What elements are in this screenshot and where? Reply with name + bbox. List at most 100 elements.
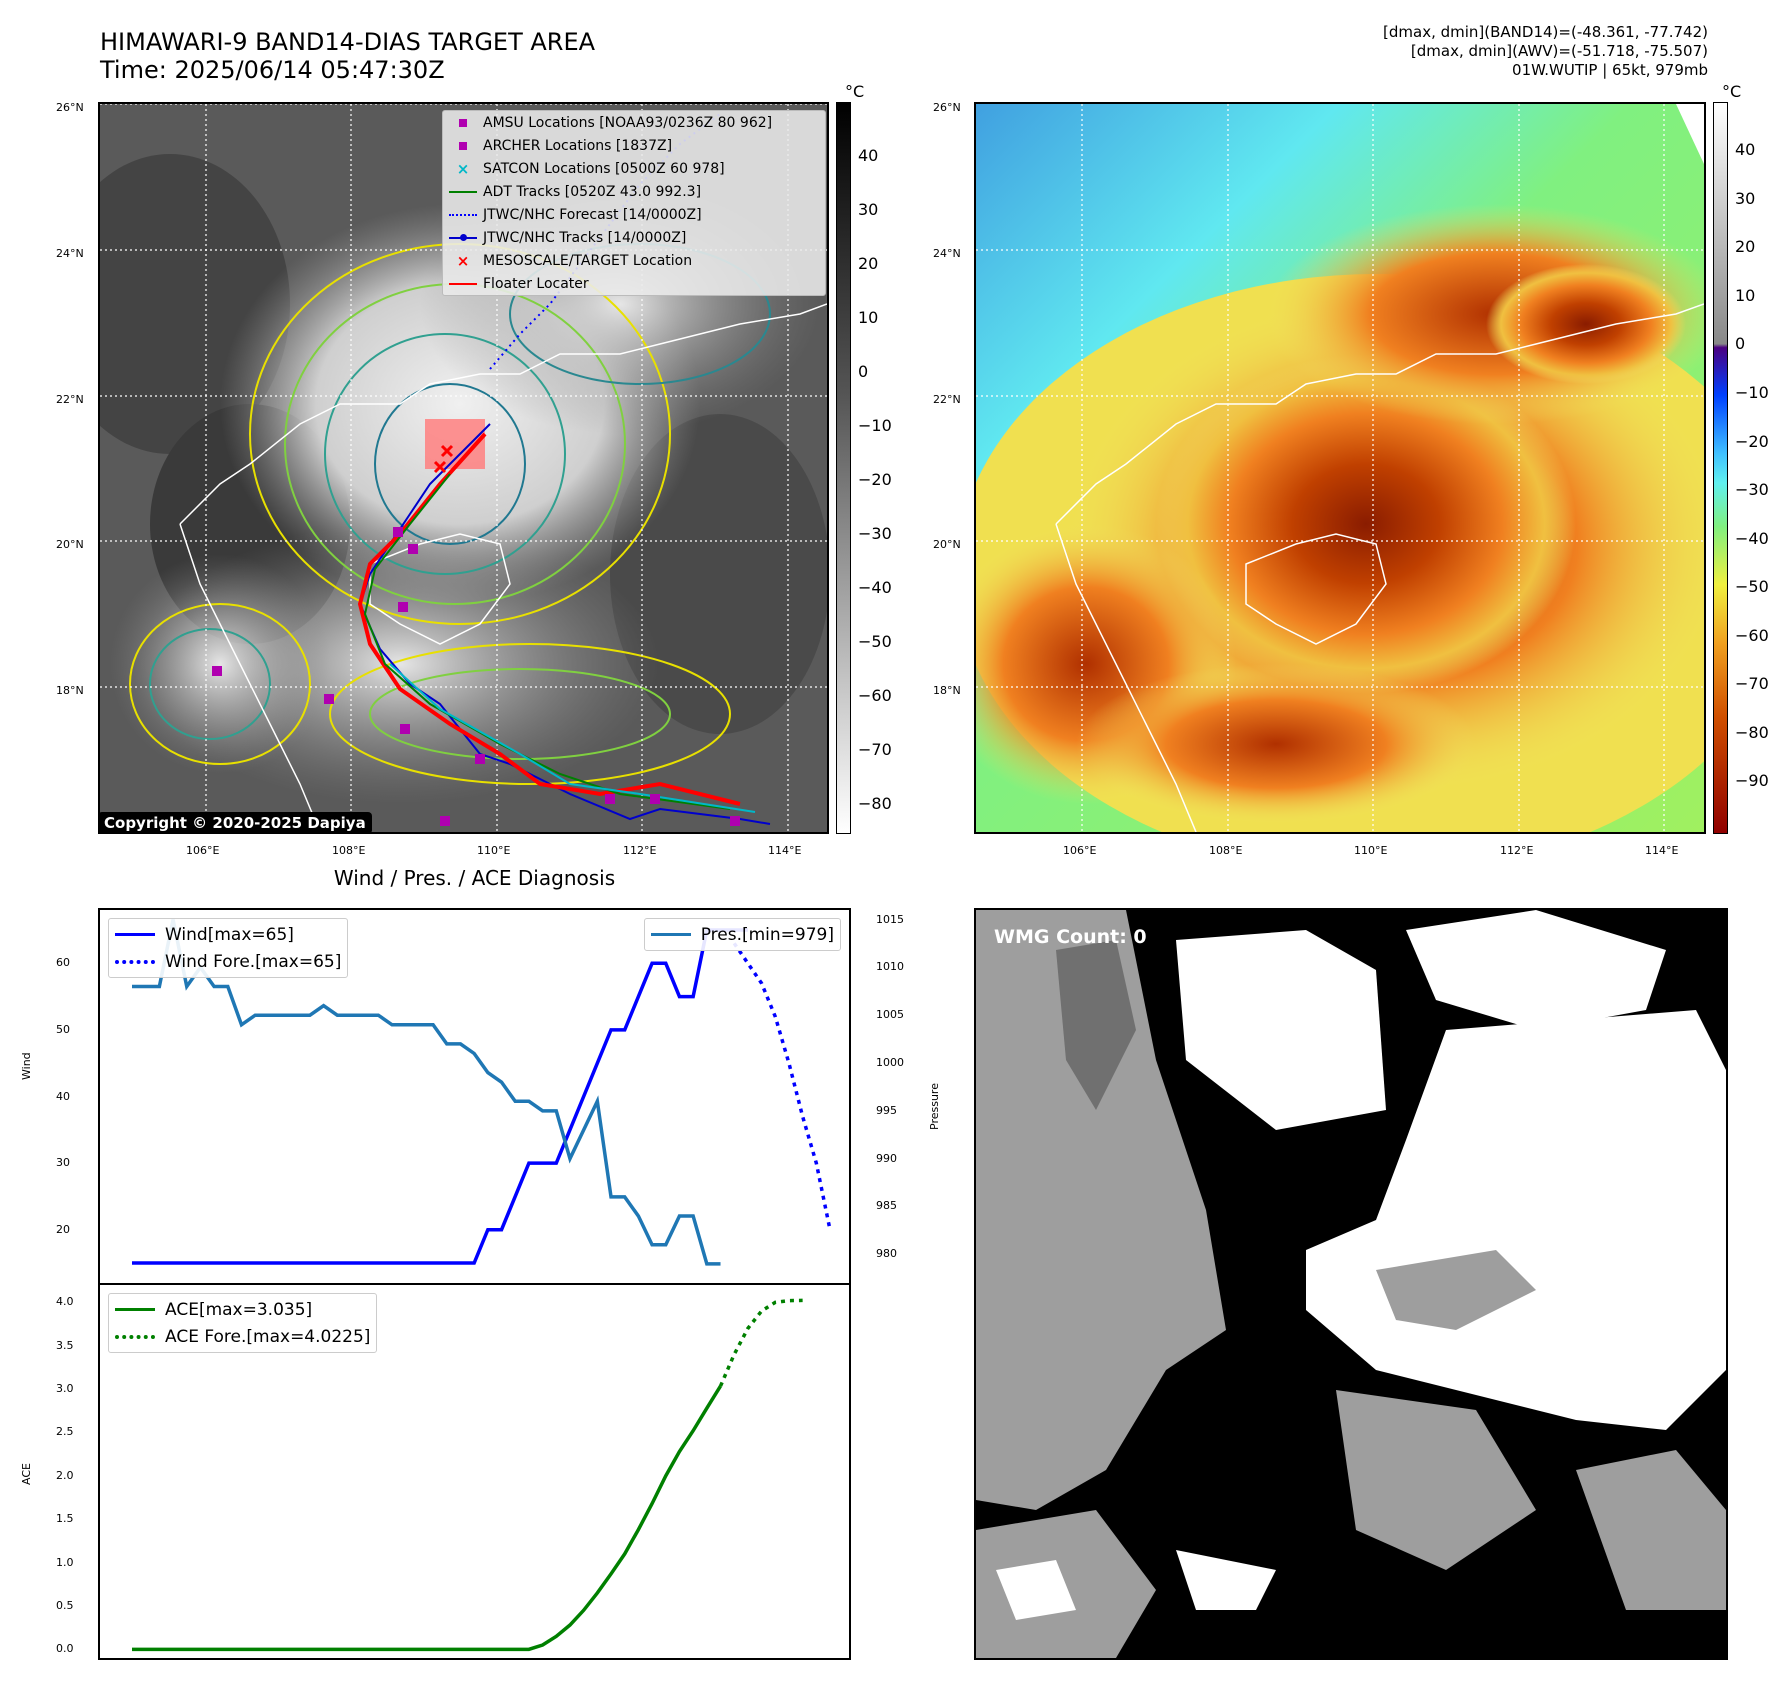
dotted-line-swatch-icon: [115, 959, 155, 964]
lon-tick: 108°E: [1209, 844, 1243, 857]
lat-tick: 18°N: [56, 684, 84, 697]
legend-label: MESOSCALE/TARGET Location: [483, 252, 693, 269]
legend-item-tracks: JTWC/NHC Tracks [14/0000Z]: [443, 226, 825, 249]
wind-pressure-plot: [132, 919, 832, 1266]
colorbar-tick-label: −90: [1735, 771, 1769, 791]
colorbar2-unit: °C: [1722, 82, 1742, 101]
legend-label: Pres.[min=979]: [700, 924, 834, 945]
solid-line-swatch-icon: [650, 933, 691, 936]
wind-tick-label: 50: [56, 1022, 70, 1036]
diagnosis-title: Wind / Pres. / ACE Diagnosis: [333, 866, 616, 890]
pressure-legend: Pres.[min=979]: [643, 918, 841, 951]
ace-plot: [132, 1298, 803, 1652]
ace-tick-label: 1.5: [56, 1512, 74, 1526]
meta-info: [dmax, dmin](BAND14)=(-48.361, -77.742) …: [1108, 23, 1708, 80]
ace-tick-label: 2.5: [56, 1425, 74, 1439]
lon-tick: 108°E: [332, 844, 366, 857]
legend-item-ace-forecast: ACE Fore.[max=4.0225]: [115, 1323, 370, 1350]
lon-tick: 110°E: [1354, 844, 1388, 857]
solid-line-swatch-icon: [115, 933, 155, 936]
legend-label: Wind Fore.[max=65]: [165, 951, 342, 972]
pressure-tick-label: 985: [876, 1199, 897, 1213]
legend-item-satcon: × SATCON Locations [0500Z 60 978]: [443, 157, 825, 180]
legend-item-adt: ADT Tracks [0520Z 43.0 992.3]: [443, 180, 825, 203]
legend-label: ARCHER Locations [1837Z]: [483, 137, 673, 154]
ace-axis-label: ACE: [20, 1463, 33, 1485]
pressure-tick-label: 1015: [876, 912, 904, 926]
colorbar-tick-label: 10: [858, 308, 879, 327]
meta-awv: [dmax, dmin](AWV)=(-51.718, -75.507): [1410, 42, 1708, 60]
lat-tick: 22°N: [933, 393, 961, 406]
colorbar-tick-label: −20: [858, 469, 892, 489]
legend-label: ACE Fore.[max=4.0225]: [165, 1326, 371, 1347]
wind-pressure-axes: Wind[max=65] Wind Fore.[max=65] Pres.[mi…: [98, 908, 851, 1285]
legend-item-ace: ACE[max=3.035]: [115, 1296, 370, 1323]
chart-title-line2: Time: 2025/06/14 05:47:30Z: [100, 56, 445, 84]
square-marker-icon: [443, 141, 483, 150]
wind-tick-label: 60: [56, 956, 70, 970]
colorbar-tick-label: 0: [858, 361, 869, 381]
legend-item-pressure: Pres.[min=979]: [650, 921, 834, 948]
pressure-axis-label: Pressure: [928, 1083, 941, 1130]
legend-item-wind-forecast: Wind Fore.[max=65]: [115, 948, 341, 975]
lat-tick: 22°N: [56, 393, 84, 406]
lon-tick: 106°E: [1063, 844, 1097, 857]
wind-tick-label: 40: [56, 1089, 70, 1103]
ace-legend: ACE[max=3.035] ACE Fore.[max=4.0225]: [108, 1293, 378, 1353]
legend-item-forecast: JTWC/NHC Forecast [14/0000Z]: [443, 203, 825, 226]
legend-item-floater: Floater Locater: [443, 272, 825, 295]
lon-tick: 106°E: [186, 844, 220, 857]
lat-tick: 18°N: [933, 684, 961, 697]
colorbar2: [1713, 102, 1728, 834]
legend-item-wind: Wind[max=65]: [115, 921, 341, 948]
awv-map-image: [976, 104, 1704, 832]
awv-map-panel: [974, 102, 1706, 834]
colorbar-tick-label: −50: [1735, 577, 1769, 597]
wmg-count-label: WMG Count: 0: [994, 926, 1147, 948]
colorbar-tick-label: −40: [1735, 528, 1769, 548]
ace-tick-label: 3.0: [56, 1382, 74, 1396]
colorbar-tick-label: −30: [858, 523, 892, 543]
colorbar1-unit: °C: [845, 82, 865, 101]
dotted-line-swatch-icon: [443, 213, 483, 216]
ace-axes: ACE[max=3.035] ACE Fore.[max=4.0225]: [98, 1283, 851, 1660]
lon-tick: 114°E: [768, 844, 802, 857]
pressure-tick-label: 990: [876, 1151, 897, 1165]
ace-tick-label: 0.0: [56, 1642, 74, 1656]
ace-tick-label: 4.0: [56, 1295, 74, 1309]
colorbar-tick-label: −70: [858, 739, 892, 759]
colorbar-tick-label: −40: [858, 577, 892, 597]
series-line-1: [732, 942, 832, 1231]
colorbar-tick-label: −10: [1735, 382, 1769, 402]
colorbar-tick-label: −10: [858, 415, 892, 435]
ace-tick-label: 2.0: [56, 1468, 74, 1482]
legend-label: AMSU Locations [NOAA93/0236Z 80 962]: [483, 114, 773, 131]
lat-tick: 24°N: [933, 247, 961, 260]
lat-tick: 26°N: [56, 101, 84, 114]
series-line-4: [718, 1298, 803, 1387]
ace-tick-label: 0.5: [56, 1598, 74, 1612]
colorbar-tick-label: 0: [1735, 334, 1746, 354]
legend-label: Floater Locater: [483, 275, 589, 292]
pressure-tick-label: 1005: [876, 1008, 904, 1022]
colorbar-tick-label: −50: [858, 631, 892, 651]
map-legend: AMSU Locations [NOAA93/0236Z 80 962] ARC…: [442, 110, 826, 296]
x-marker-icon: ×: [456, 159, 470, 178]
lat-tick: 20°N: [933, 538, 961, 551]
wind-tick-label: 30: [56, 1156, 70, 1170]
colorbar-tick-label: 40: [1735, 140, 1756, 160]
lon-tick: 112°E: [623, 844, 657, 857]
pressure-tick-label: 1000: [876, 1056, 904, 1070]
wmg-image: [976, 910, 1726, 1658]
pressure-tick-label: 980: [876, 1247, 897, 1261]
colorbar1: [836, 102, 851, 834]
pressure-tick-label: 995: [876, 1103, 897, 1117]
colorbar-tick-label: −80: [858, 793, 892, 813]
meta-storm: 01W.WUTIP | 65kt, 979mb: [1512, 61, 1708, 79]
colorbar-tick-label: 30: [858, 200, 879, 220]
ir-map-panel: AMSU Locations [NOAA93/0236Z 80 962] ARC…: [98, 102, 829, 834]
lon-tick: 112°E: [1500, 844, 1534, 857]
dot-line-swatch-icon: [443, 233, 483, 241]
wind-legend: Wind[max=65] Wind Fore.[max=65]: [108, 918, 349, 978]
wmg-panel: WMG Count: 0: [974, 908, 1728, 1660]
